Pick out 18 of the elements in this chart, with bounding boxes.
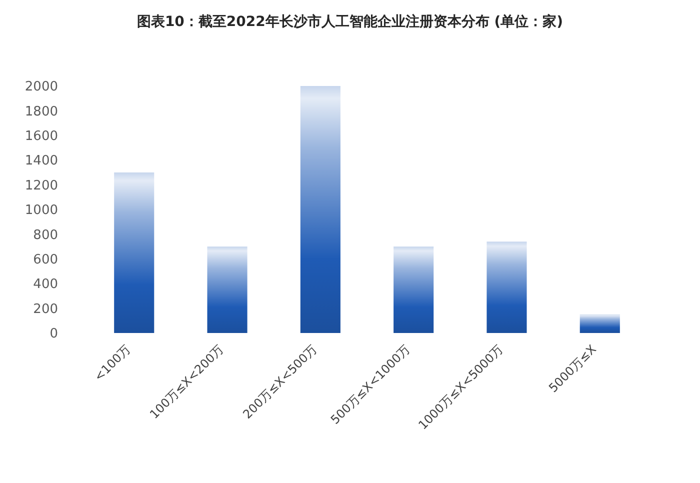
bar [486,242,527,333]
y-tick-label: 200 [33,302,58,317]
y-tick-label: 400 [33,277,58,292]
y-tick-label: 1000 [24,203,58,218]
bar [114,172,154,333]
y-tick-label: 1400 [24,154,58,169]
y-tick-label: 800 [33,228,58,243]
bar [207,246,248,333]
bar [394,246,434,333]
y-tick-label: 600 [33,252,58,268]
y-tick-label: 1800 [24,104,58,120]
y-tick-label: 1600 [24,128,58,144]
y-tick-label: 1200 [24,178,58,194]
bar [300,86,340,333]
bar [580,314,620,333]
y-tick-label: 2000 [24,80,58,95]
chart-title: 图表10：截至2022年长沙市人工智能企业注册资本分布 (单位：家) [136,13,564,30]
y-tick-label: 0 [50,326,58,342]
